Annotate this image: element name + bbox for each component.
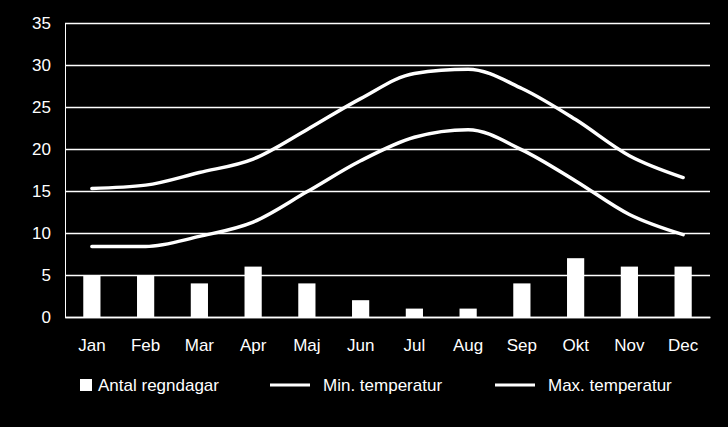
legend-item: Antal regndagar xyxy=(80,376,219,395)
y-tick: 30 xyxy=(32,56,710,75)
legend-item: Max. temperatur xyxy=(495,376,672,395)
bar xyxy=(137,275,154,317)
x-axis-line xyxy=(66,317,711,318)
y-tick-label: 20 xyxy=(32,140,51,159)
y-tick-label: 10 xyxy=(32,224,51,243)
x-tick-label: Jul xyxy=(404,336,426,355)
legend-swatch xyxy=(495,384,535,387)
x-tick-label: Jun xyxy=(347,336,374,355)
bar xyxy=(460,309,477,317)
legend: Antal regndagar Min. temperatur Max. tempe… xyxy=(80,376,672,395)
y-axis-line xyxy=(65,24,66,318)
x-tick: Mar xyxy=(185,317,215,355)
grid-line xyxy=(65,191,710,192)
legend-label: Min. temperatur xyxy=(323,376,442,395)
x-tick-label: Sep xyxy=(507,336,537,355)
bar xyxy=(352,300,369,317)
bar xyxy=(191,283,208,317)
x-tick: Aug xyxy=(453,317,483,355)
x-tick: Sep xyxy=(507,317,537,355)
grid-line xyxy=(65,233,710,234)
chart: 0 5 10 15 20 25 30 35 Jan Feb Mar Apr Maj Jun Jul Aug Se… xyxy=(0,0,728,427)
x-tick-label: Jan xyxy=(78,336,105,355)
x-tick-label: Mar xyxy=(185,336,215,355)
marks xyxy=(83,69,691,317)
y-tick-label: 25 xyxy=(32,98,51,117)
line xyxy=(92,69,683,188)
x-tick-label: Maj xyxy=(293,336,320,355)
y-axis: 0 5 10 15 20 25 30 35 xyxy=(32,14,710,327)
grid-line xyxy=(65,107,710,108)
legend-item: Min. temperatur xyxy=(270,376,442,395)
legend-swatch xyxy=(80,379,92,391)
grid-line xyxy=(65,317,710,318)
bar xyxy=(406,309,423,317)
y-tick-label: 0 xyxy=(42,308,51,327)
y-tick: 35 xyxy=(32,14,710,33)
grid-line xyxy=(65,65,710,66)
bar xyxy=(513,283,530,317)
grid-line xyxy=(65,275,710,276)
bar xyxy=(298,283,315,317)
bar xyxy=(621,267,638,317)
line xyxy=(92,130,683,247)
bar xyxy=(567,258,584,317)
grid-line xyxy=(65,23,710,24)
x-tick-label: Apr xyxy=(240,336,267,355)
y-tick: 25 xyxy=(32,98,710,117)
x-tick: Dec xyxy=(668,317,699,355)
y-tick-label: 35 xyxy=(32,14,51,33)
x-tick-label: Dec xyxy=(668,336,699,355)
bar xyxy=(675,267,692,317)
x-tick: Jul xyxy=(404,317,426,355)
x-tick: Jun xyxy=(347,317,374,355)
x-tick-label: Nov xyxy=(614,336,645,355)
x-tick: Apr xyxy=(240,317,267,355)
legend-swatch xyxy=(270,384,310,387)
x-tick-label: Okt xyxy=(562,336,589,355)
bar xyxy=(245,267,262,317)
plot: 0 5 10 15 20 25 30 35 Jan Feb Mar Apr Maj Jun Jul Aug Se… xyxy=(32,14,710,355)
y-tick-label: 5 xyxy=(42,266,51,285)
y-tick-label: 15 xyxy=(32,182,51,201)
x-tick: Maj xyxy=(293,317,320,355)
legend-label: Max. temperatur xyxy=(548,376,672,395)
x-tick: Jan xyxy=(78,317,105,355)
y-tick: 10 xyxy=(32,224,710,243)
x-tick-label: Feb xyxy=(131,336,160,355)
background xyxy=(0,0,728,427)
x-tick-label: Aug xyxy=(453,336,483,355)
x-tick: Nov xyxy=(614,317,645,355)
bar xyxy=(83,275,100,317)
x-axis: Jan Feb Mar Apr Maj Jun Jul Aug Sep Okt Nov Dec xyxy=(66,317,711,355)
y-tick-label: 30 xyxy=(32,56,51,75)
x-tick: Feb xyxy=(131,317,160,355)
x-tick: Okt xyxy=(562,317,589,355)
legend-label: Antal regndagar xyxy=(98,376,219,395)
